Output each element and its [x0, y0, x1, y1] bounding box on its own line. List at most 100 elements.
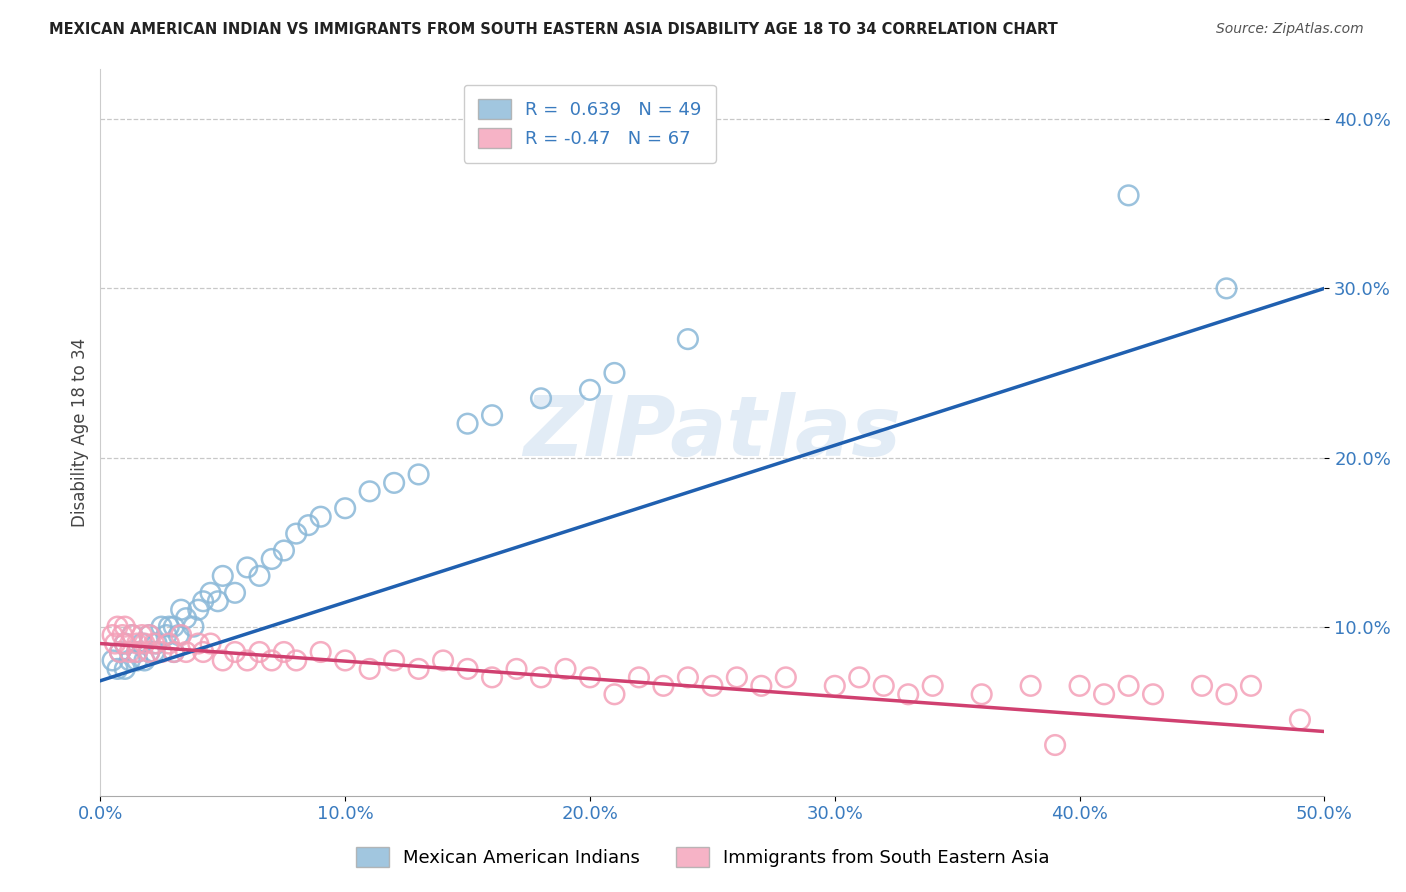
Point [211, 569, 233, 583]
Point [125, 636, 148, 650]
Point [1069, 679, 1091, 693]
Point [297, 518, 319, 533]
Point [1043, 738, 1066, 752]
Point [1118, 188, 1140, 202]
Point [211, 653, 233, 667]
Y-axis label: Disability Age 18 to 34: Disability Age 18 to 34 [72, 337, 89, 526]
Point [333, 501, 356, 516]
Point [131, 636, 153, 650]
Point [121, 628, 143, 642]
Point [1289, 713, 1312, 727]
Point [749, 679, 772, 693]
Point [873, 679, 896, 693]
Point [652, 679, 675, 693]
Point [131, 628, 153, 642]
Point [1215, 281, 1237, 295]
Point [114, 636, 136, 650]
Point [187, 636, 209, 650]
Point [970, 687, 993, 701]
Point [530, 392, 553, 406]
Point [187, 603, 209, 617]
Point [1191, 679, 1213, 693]
Point [108, 645, 131, 659]
Point [155, 628, 177, 642]
Point [530, 670, 553, 684]
Point [125, 653, 148, 667]
Point [157, 620, 180, 634]
Point [174, 611, 197, 625]
Point [273, 543, 295, 558]
Point [183, 620, 205, 634]
Point [309, 509, 332, 524]
Point [143, 645, 166, 659]
Point [1142, 687, 1164, 701]
Point [114, 662, 136, 676]
Point [101, 653, 124, 667]
Point [273, 645, 295, 659]
Point [163, 645, 186, 659]
Point [359, 484, 381, 499]
Point [236, 653, 259, 667]
Point [1240, 679, 1263, 693]
Point [382, 653, 405, 667]
Point [848, 670, 870, 684]
Point [481, 670, 503, 684]
Point [824, 679, 846, 693]
Point [118, 645, 141, 659]
Point [138, 628, 160, 642]
Point [603, 687, 626, 701]
Point [200, 586, 222, 600]
Point [481, 409, 503, 423]
Point [114, 620, 136, 634]
Point [134, 653, 156, 667]
Point [702, 679, 724, 693]
Point [457, 417, 479, 431]
Text: MEXICAN AMERICAN INDIAN VS IMMIGRANTS FROM SOUTH EASTERN ASIA DISABILITY AGE 18 : MEXICAN AMERICAN INDIAN VS IMMIGRANTS FR… [49, 22, 1057, 37]
Point [193, 594, 215, 608]
Point [145, 636, 167, 650]
Point [359, 662, 381, 676]
Point [138, 645, 160, 659]
Point [236, 560, 259, 574]
Point [170, 628, 193, 642]
Point [107, 620, 129, 634]
Point [603, 366, 626, 380]
Point [382, 475, 405, 490]
Point [138, 645, 160, 659]
Point [114, 636, 136, 650]
Point [408, 662, 430, 676]
Point [118, 653, 141, 667]
Point [285, 653, 308, 667]
Point [104, 636, 127, 650]
Point [200, 636, 222, 650]
Point [111, 628, 134, 642]
Point [224, 645, 246, 659]
Point [170, 603, 193, 617]
Point [101, 628, 124, 642]
Point [432, 653, 454, 667]
Point [921, 679, 943, 693]
Point [163, 620, 186, 634]
Point [121, 628, 143, 642]
Point [627, 670, 650, 684]
Point [897, 687, 920, 701]
Point [167, 628, 190, 642]
Text: Source: ZipAtlas.com: Source: ZipAtlas.com [1216, 22, 1364, 37]
Point [775, 670, 797, 684]
Point [125, 645, 148, 659]
Point [1019, 679, 1042, 693]
Point [579, 670, 602, 684]
Point [554, 662, 576, 676]
Point [150, 645, 173, 659]
Point [457, 662, 479, 676]
Point [174, 645, 197, 659]
Point [125, 645, 148, 659]
Point [579, 383, 602, 397]
Point [107, 662, 129, 676]
Point [676, 332, 699, 346]
Legend: R =  0.639   N = 49, R = -0.47   N = 67: R = 0.639 N = 49, R = -0.47 N = 67 [464, 85, 716, 162]
Point [150, 620, 173, 634]
Point [725, 670, 748, 684]
Point [138, 628, 160, 642]
Point [408, 467, 430, 482]
